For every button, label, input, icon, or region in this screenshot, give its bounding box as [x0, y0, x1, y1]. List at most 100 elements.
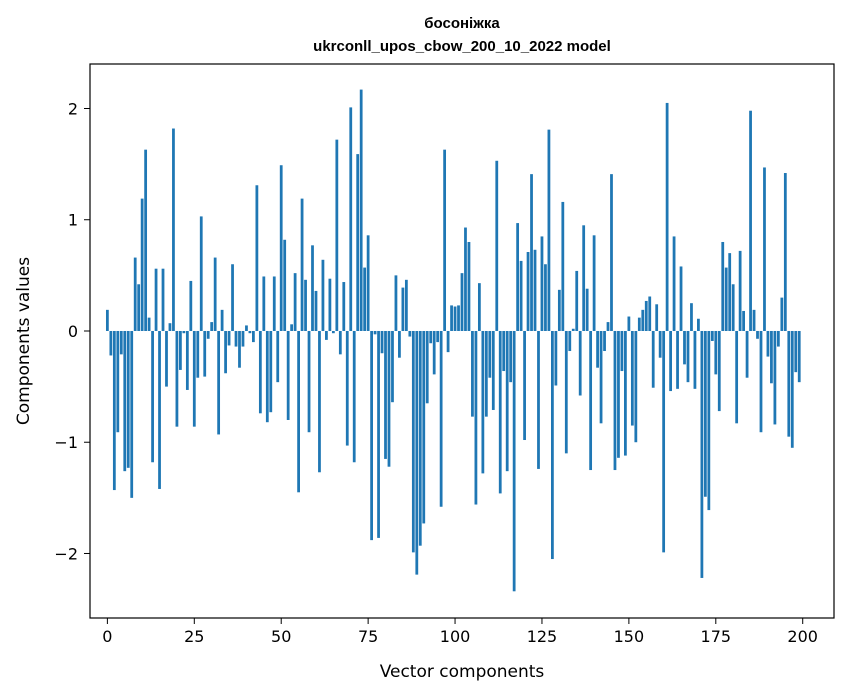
x-tick-label: 125: [527, 627, 558, 646]
bar: [199, 216, 203, 331]
bar: [241, 330, 245, 347]
bar: [380, 330, 384, 354]
bar: [345, 330, 349, 446]
bar: [596, 330, 599, 368]
bar: [109, 330, 113, 356]
y-axis-ticks: −2 −1 0 1 2: [54, 99, 90, 563]
bar: [401, 287, 405, 331]
bar: [571, 328, 575, 331]
bar: [352, 330, 356, 463]
bar: [554, 330, 558, 386]
bar: [252, 330, 255, 343]
bar: [582, 225, 586, 331]
bar: [311, 245, 314, 331]
bar: [519, 260, 523, 331]
bar: [116, 330, 120, 433]
y-tick-label: −2: [54, 544, 78, 563]
bar: [731, 284, 735, 331]
bar-series: [105, 89, 801, 592]
bar: [439, 330, 443, 507]
bar: [293, 273, 297, 331]
bar: [617, 330, 620, 458]
bar: [790, 330, 794, 448]
bar: [418, 330, 422, 546]
bar: [227, 330, 231, 346]
bar: [429, 330, 433, 344]
bar: [770, 330, 773, 384]
bar: [530, 174, 533, 331]
bar: [213, 257, 217, 331]
bar: [509, 330, 513, 383]
chart-title: босоніжка: [424, 15, 500, 32]
bar: [394, 275, 398, 331]
x-tick-label: 75: [358, 627, 378, 646]
bar: [749, 110, 752, 331]
bar: [133, 257, 137, 331]
bar: [756, 330, 759, 339]
chart-subtitle: ukrconll_upos_cbow_200_10_2022 model: [313, 38, 611, 55]
bar: [728, 253, 732, 331]
bar: [314, 290, 318, 331]
bar: [373, 330, 377, 335]
bar: [342, 282, 346, 331]
bar: [620, 330, 624, 372]
bar: [446, 330, 450, 353]
bar: [338, 330, 342, 355]
bar: [505, 330, 509, 472]
bar: [544, 264, 547, 331]
bar: [745, 330, 749, 378]
bar: [366, 235, 370, 331]
bar: [286, 330, 290, 420]
bar: [105, 309, 109, 331]
bar: [717, 330, 721, 412]
bar: [179, 330, 182, 370]
x-tick-label: 200: [787, 627, 818, 646]
bar: [585, 288, 589, 331]
bar: [328, 278, 332, 331]
bar: [488, 330, 492, 378]
bar: [425, 330, 429, 404]
plot-frame: [89, 63, 835, 619]
bar: [690, 303, 693, 331]
bar: [697, 318, 700, 331]
bar: [665, 102, 669, 331]
bar: [189, 280, 193, 331]
bar: [258, 330, 262, 414]
x-tick-label: 100: [440, 627, 471, 646]
bar: [669, 330, 672, 392]
bar: [742, 310, 745, 331]
bar: [349, 107, 353, 331]
bar: [783, 173, 787, 331]
bar: [724, 267, 728, 331]
bar: [516, 223, 520, 331]
bar: [436, 330, 440, 343]
bar: [526, 252, 530, 331]
bar: [238, 330, 241, 368]
bar: [686, 330, 690, 383]
bar: [154, 268, 158, 331]
x-axis-ticks: 0 25 50 75 100 125 150 175 200: [102, 618, 818, 646]
bar: [606, 322, 610, 331]
bar: [498, 330, 502, 494]
bar: [443, 149, 447, 331]
bar: [773, 330, 777, 425]
bar: [624, 330, 627, 456]
bar: [703, 330, 707, 497]
bar: [192, 330, 196, 427]
bar: [185, 330, 189, 390]
bar: [603, 330, 606, 352]
bar: [502, 330, 506, 372]
bar: [272, 276, 276, 331]
bar: [495, 160, 499, 331]
bar: [759, 330, 763, 433]
bar: [123, 330, 127, 472]
bar: [474, 330, 478, 505]
bar: [137, 284, 141, 331]
bar: [130, 330, 134, 498]
bar: [377, 330, 380, 538]
bar: [220, 309, 224, 331]
bar: [158, 330, 161, 489]
bar: [206, 330, 210, 339]
bar: [710, 330, 714, 341]
bar: [398, 330, 401, 358]
